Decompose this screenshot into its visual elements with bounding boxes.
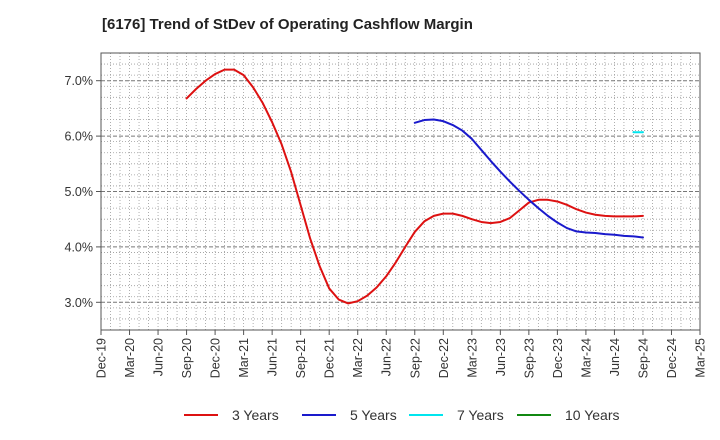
legend-item: 3 Years [184, 404, 279, 426]
series-layer [185, 68, 644, 305]
x-tick-label: Sep-24 [636, 338, 650, 378]
legend-item: 5 Years [302, 404, 397, 426]
x-tick-label: Sep-22 [408, 338, 422, 378]
x-tick-label: Sep-20 [180, 338, 194, 378]
y-tick-label: 6.0% [65, 130, 94, 144]
x-tick-label: Dec-24 [665, 338, 679, 378]
x-tick-label: Jun-23 [494, 338, 508, 376]
x-tick-label: Mar-23 [465, 338, 479, 378]
y-tick-label: 7.0% [65, 74, 94, 88]
x-tick-label: Dec-19 [95, 338, 109, 378]
x-tick-label: Mar-21 [237, 338, 251, 378]
x-tick-label: Mar-20 [123, 338, 137, 378]
y-tick-label: 4.0% [65, 240, 94, 254]
legend-swatch [517, 414, 551, 416]
chart-title: [6176] Trend of StDev of Operating Cashf… [102, 16, 473, 33]
y-tick-label: 3.0% [65, 296, 94, 310]
x-tick-label: Dec-20 [209, 338, 223, 378]
x-tick-label: Mar-22 [351, 338, 365, 378]
x-tick-label: Mar-24 [579, 338, 593, 378]
x-tick-label: Dec-23 [551, 338, 565, 378]
axis-layer: 3.0% 4.0% 5.0% 6.0% 7.0% Dec-19 Mar-20 Jun-20 Se… [65, 52, 708, 378]
legend: 3 Years 5 Years 7 Years 10 Years [0, 404, 720, 426]
legend-label: 5 Years [350, 407, 397, 423]
legend-swatch [302, 414, 336, 416]
legend-item: 7 Years [409, 404, 504, 426]
x-tick-label: Jun-22 [380, 338, 394, 376]
series-line-5-years [413, 118, 644, 239]
legend-item: 10 Years [517, 404, 620, 426]
legend-label: 3 Years [232, 407, 279, 423]
y-tick-label: 5.0% [65, 185, 94, 199]
x-tick-label: Dec-21 [323, 338, 337, 378]
x-tick-label: Jun-20 [152, 338, 166, 376]
legend-swatch [409, 414, 443, 416]
legend-label: 7 Years [457, 407, 504, 423]
x-tick-label: Dec-22 [437, 338, 451, 378]
x-tick-label: Mar-25 [694, 338, 708, 378]
legend-swatch [184, 414, 218, 416]
x-tick-label: Sep-23 [522, 338, 536, 378]
x-tick-label: Sep-21 [294, 338, 308, 378]
x-tick-label: Jun-21 [266, 338, 280, 376]
series-line-3-years [185, 68, 644, 305]
x-tick-label: Jun-24 [608, 338, 622, 376]
legend-label: 10 Years [565, 407, 620, 423]
